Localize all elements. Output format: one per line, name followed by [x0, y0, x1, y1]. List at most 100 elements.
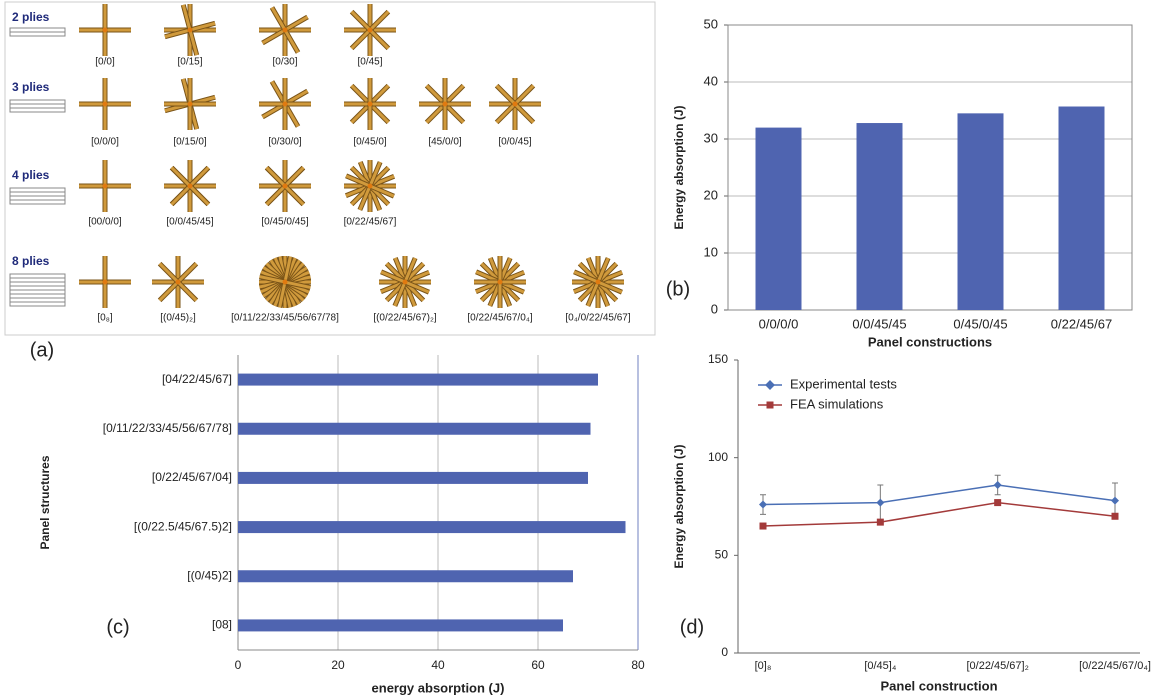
- fiber-center: [103, 28, 108, 33]
- x-tick-label: 0/22/45/67: [1051, 316, 1112, 331]
- ply-label: [0/22/45/67/0₄]: [467, 313, 532, 324]
- fiber-center: [283, 28, 288, 33]
- ply-label: [0/45/0]: [353, 137, 387, 148]
- y-tick-label: [(0/22.5/45/67.5)2]: [134, 519, 232, 533]
- fiber-center: [103, 102, 108, 107]
- ply-label: [45/0/0]: [428, 137, 462, 148]
- legend-marker: [767, 402, 774, 409]
- x-tick-label: [0]₈: [755, 660, 772, 672]
- fiber-center: [103, 280, 108, 285]
- fiber-center: [188, 28, 193, 33]
- x-axis-title: Panel constructions: [868, 334, 992, 349]
- x-tick-label: [0/22/45/67]₂: [966, 660, 1028, 672]
- fiber-center: [596, 280, 601, 285]
- y-tick-label: 50: [715, 548, 729, 562]
- panel-label: (a): [30, 339, 54, 361]
- x-tick-label: [0/22/45/67/0₄]: [1079, 660, 1151, 672]
- y-tick-label: 50: [704, 16, 718, 31]
- x-axis-title: Panel construction: [880, 678, 997, 693]
- bar: [238, 570, 573, 582]
- ply-label: [0/0]: [95, 57, 115, 68]
- fiber-center: [368, 102, 373, 107]
- y-tick-label: 0: [711, 301, 718, 316]
- ply-label: [0/45]: [357, 57, 382, 68]
- page: {"diagram": {"groups": [ {"name": "2 pli…: [0, 0, 1160, 700]
- bar: [958, 113, 1004, 310]
- marker: [994, 481, 1002, 489]
- legend-marker: [765, 380, 775, 390]
- figure: 2 plies[0/0][0/15][0/30][0/45]3 plies[0/…: [0, 0, 1160, 700]
- bar: [238, 472, 588, 484]
- group-name: 4 plies: [12, 168, 50, 182]
- bar: [857, 123, 903, 310]
- x-axis-title: energy absorption (J): [372, 680, 505, 695]
- panel-label: (b): [666, 278, 690, 300]
- ply-label: [0/45/0/45]: [261, 217, 308, 228]
- y-tick-label: [0/11/22/33/45/56/67/78]: [103, 421, 232, 435]
- fiber-center: [188, 102, 193, 107]
- y-tick-label: 0: [721, 645, 728, 659]
- fiber-center: [513, 102, 518, 107]
- marker: [760, 523, 767, 530]
- y-tick-label: [04/22/45/67]: [162, 372, 232, 386]
- legend-label: Experimental tests: [790, 376, 897, 391]
- x-tick-label: 0/45/0/45: [953, 316, 1007, 331]
- marker: [1112, 513, 1119, 520]
- ply-label: [0/15]: [177, 57, 202, 68]
- panel-label: (c): [106, 616, 129, 638]
- x-tick-label: 20: [331, 658, 345, 672]
- y-tick-label: [(0/45)2]: [187, 568, 232, 582]
- legend-label: FEA simulations: [790, 396, 884, 411]
- bar: [238, 423, 591, 435]
- ply-label: [00/0/0]: [88, 217, 122, 228]
- group-name: 2 plies: [12, 10, 50, 24]
- group-name: 8 plies: [12, 254, 50, 268]
- ply-stack: [10, 100, 65, 112]
- fiber-center: [103, 184, 108, 189]
- y-tick-label: 30: [704, 130, 718, 145]
- y-axis-title: Panel structures: [38, 455, 52, 549]
- bar: [1059, 107, 1105, 310]
- group-name: 3 plies: [12, 80, 50, 94]
- marker: [994, 499, 1001, 506]
- fiber-center: [176, 280, 181, 285]
- x-tick-label: 60: [531, 658, 545, 672]
- y-axis-title: Energy absorption (J): [672, 444, 686, 568]
- x-tick-label: 0/0/0/0: [759, 316, 799, 331]
- ply-label: [0₄/0/22/45/67]: [565, 313, 630, 324]
- y-axis-title: Energy absorption (J): [672, 105, 686, 229]
- ply-label: [0/0/0]: [91, 137, 119, 148]
- y-tick-label: 20: [704, 187, 718, 202]
- fiber-center: [498, 280, 503, 285]
- marker: [876, 499, 884, 507]
- ply-label: [(0/45)₂]: [160, 313, 196, 324]
- ply-label: [0/30/0]: [268, 137, 302, 148]
- fiber-center: [368, 28, 373, 33]
- ply-label: [0/0/45/45]: [166, 217, 213, 228]
- marker: [759, 501, 767, 509]
- ply-label: [0/22/45/67]: [344, 217, 397, 228]
- y-tick-label: [0/22/45/67/04]: [152, 470, 232, 484]
- x-tick-label: 0: [235, 658, 242, 672]
- y-tick-label: [08]: [212, 618, 232, 632]
- x-tick-label: 0/0/45/45: [852, 316, 906, 331]
- ply-label: [0₈]: [97, 313, 112, 324]
- fiber-center: [188, 184, 193, 189]
- y-tick-label: 100: [708, 450, 728, 464]
- ply-label: [0/11/22/33/45/56/67/78]: [231, 313, 339, 324]
- ply-label: [0/15/0]: [173, 137, 207, 148]
- fiber-center: [368, 184, 373, 189]
- series-line: [763, 485, 1115, 505]
- bar: [238, 619, 563, 631]
- fiber-center: [443, 102, 448, 107]
- bar: [238, 374, 598, 386]
- fiber-center: [283, 280, 288, 285]
- ply-label: [(0/22/45/67)₂]: [373, 313, 437, 324]
- fiber-center: [403, 280, 408, 285]
- fiber-center: [283, 184, 288, 189]
- marker: [1111, 497, 1119, 505]
- series-line: [763, 503, 1115, 526]
- y-tick-label: 10: [704, 244, 718, 259]
- y-tick-label: 40: [704, 73, 718, 88]
- bar: [756, 128, 802, 310]
